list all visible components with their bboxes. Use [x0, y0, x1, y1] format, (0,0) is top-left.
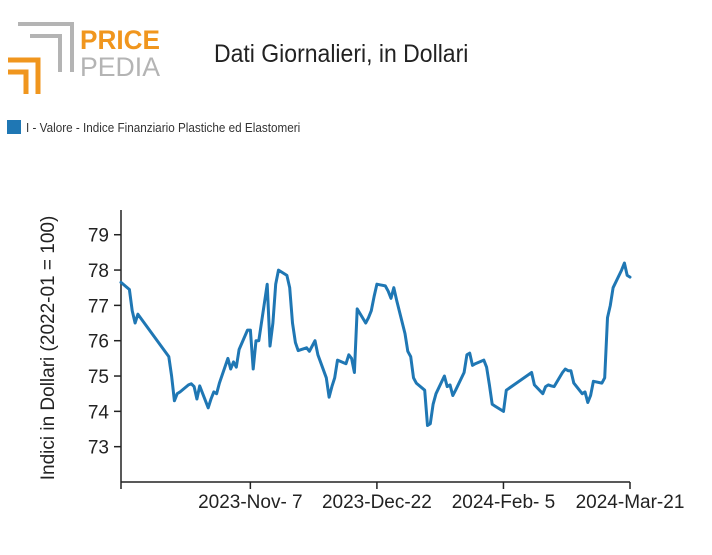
x-tick-label: 2024-Mar-21 — [576, 492, 685, 513]
y-tick-label: 76 — [88, 332, 109, 353]
legend-label: I - Valore - Indice Finanziario Plastich… — [26, 119, 301, 135]
y-tick-label: 74 — [88, 402, 110, 423]
series-line — [119, 261, 632, 427]
logo-mark — [8, 22, 74, 94]
x-axis: 2023-Nov- 7 2023-Dec-22 2024-Feb- 5 2024-Ma… — [120, 481, 685, 513]
y-tick-label: 78 — [88, 261, 109, 282]
y-tick-label: 73 — [88, 438, 109, 459]
y-tick-label: 75 — [88, 367, 109, 388]
pricepedia-logo: PRICE PEDIA — [8, 22, 160, 94]
legend[interactable]: I - Valore - Indice Finanziario Plastich… — [7, 118, 331, 136]
y-tick-label: 79 — [88, 226, 109, 247]
y-axis-title: Indici in Dollari (2022-01 = 100) — [38, 216, 59, 481]
x-tick-label: 2023-Dec-22 — [322, 492, 432, 513]
x-tick-label: 2024-Feb- 5 — [452, 492, 556, 513]
x-tick-label: 2023-Nov- 7 — [198, 492, 303, 513]
y-tick-label: 77 — [88, 296, 109, 317]
logo-text-bottom: PEDIA — [80, 52, 160, 82]
chart-title: Dati Giornalieri, in Dollari — [214, 40, 469, 68]
legend-swatch — [7, 120, 21, 134]
series-layer — [119, 261, 632, 427]
logo-text-top: PRICE — [80, 25, 160, 55]
y-axis: 73 74 75 76 77 78 79 — [88, 210, 122, 482]
